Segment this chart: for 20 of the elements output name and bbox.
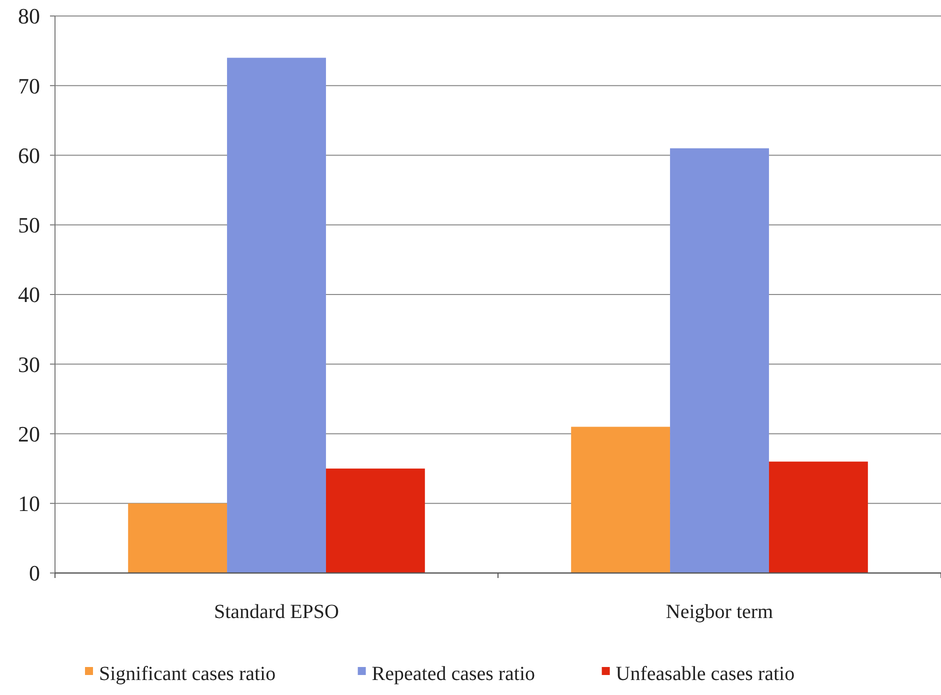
y-tick-label: 80 [18,4,40,29]
bar [326,468,425,573]
bar [227,58,326,573]
y-tick-label: 40 [18,282,40,308]
bar [670,148,769,573]
y-tick-label: 10 [18,491,40,516]
legend-label: Significant cases ratio [99,663,276,685]
x-tick-label: Neigbor term [666,601,774,623]
bar [128,503,228,573]
y-tick-label: 30 [18,352,40,377]
y-tick-label: 0 [29,560,40,586]
y-tick-label: 50 [18,212,40,238]
bar [571,426,670,573]
legend-label: Unfeasable cases ratio [616,663,795,685]
y-tick-label: 70 [18,73,40,98]
legend-label: Repeated cases ratio [372,663,536,685]
y-tick-label: 60 [18,142,40,168]
x-tick-label: Standard EPSO [214,601,339,623]
bar [768,462,868,573]
y-tick-label: 20 [18,421,40,446]
